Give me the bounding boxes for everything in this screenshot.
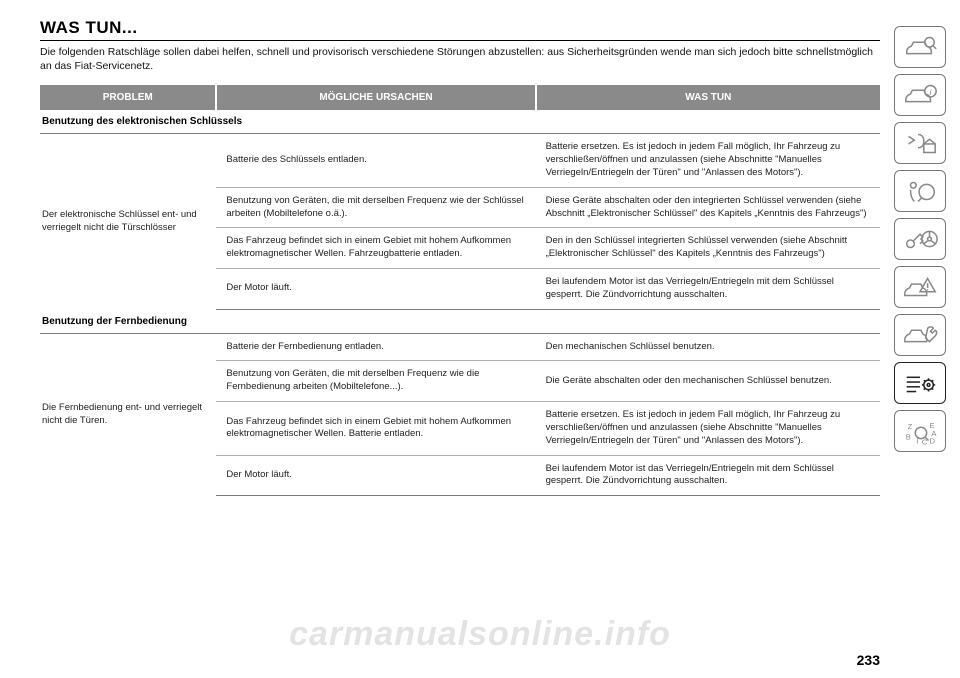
page-number: 233	[857, 652, 880, 668]
svg-text:B: B	[906, 433, 911, 442]
action-cell: Bei laufendem Motor ist das Verriegeln/E…	[536, 455, 880, 496]
warning-triangle-icon[interactable]	[894, 266, 946, 308]
problem-cell: Der elektronische Schlüssel ent- und ver…	[40, 134, 216, 309]
watermark: carmanualsonline.info	[0, 615, 960, 654]
action-cell: Batterie ersetzen. Es ist jedoch in jede…	[536, 134, 880, 187]
action-cell: Diese Geräte abschalten oder den integri…	[536, 187, 880, 228]
intro-text: Die folgenden Ratschläge sollen dabei he…	[40, 45, 880, 73]
col-problem: PROBLEM	[40, 85, 216, 110]
car-wrench-icon[interactable]	[894, 314, 946, 356]
col-action: WAS TUN	[536, 85, 880, 110]
problem-cell: Die Fernbedienung ent- und verriegelt ni…	[40, 333, 216, 496]
svg-text:i: i	[929, 87, 932, 97]
action-cell: Die Geräte abschalten oder den mechanisc…	[536, 361, 880, 402]
table-header-row: PROBLEM MÖGLICHE URSACHEN WAS TUN	[40, 85, 880, 110]
section-heading: Benutzung der Fernbedienung	[40, 309, 880, 333]
table-row: Die Fernbedienung ent- und verriegelt ni…	[40, 333, 880, 361]
key-wheel-icon[interactable]	[894, 218, 946, 260]
car-magnify-icon[interactable]	[894, 26, 946, 68]
troubleshooting-table: PROBLEM MÖGLICHE URSACHEN WAS TUN Benutz…	[40, 85, 880, 496]
car-info-icon[interactable]: i	[894, 74, 946, 116]
chapter-sidebar: i ZBEADIC	[894, 26, 946, 452]
cause-cell: Das Fahrzeug befindet sich in einem Gebi…	[216, 402, 535, 455]
svg-text:Z: Z	[908, 422, 913, 431]
cause-cell: Der Motor läuft.	[216, 455, 535, 496]
title-rule	[40, 40, 880, 41]
cause-cell: Benutzung von Geräten, die mit derselben…	[216, 187, 535, 228]
action-cell: Batterie ersetzen. Es ist jedoch in jede…	[536, 402, 880, 455]
manual-page: WAS TUN... Die folgenden Ratschläge soll…	[0, 0, 960, 514]
table-row: Der elektronische Schlüssel ent- und ver…	[40, 134, 880, 187]
svg-text:D: D	[930, 436, 936, 445]
action-cell: Bei laufendem Motor ist das Verriegeln/E…	[536, 269, 880, 310]
cause-cell: Batterie des Schlüssels entladen.	[216, 134, 535, 187]
airbag-icon[interactable]	[894, 170, 946, 212]
cause-cell: Benutzung von Geräten, die mit derselben…	[216, 361, 535, 402]
page-title: WAS TUN...	[40, 18, 880, 38]
action-cell: Den in den Schlüssel integrierten Schlüs…	[536, 228, 880, 269]
action-cell: Den mechanischen Schlüssel benutzen.	[536, 333, 880, 361]
list-gear-icon[interactable]	[894, 362, 946, 404]
lights-icon[interactable]	[894, 122, 946, 164]
cause-cell: Der Motor läuft.	[216, 269, 535, 310]
section-heading: Benutzung des elektronischen Schlüssels	[40, 110, 880, 134]
abc-dial-icon[interactable]: ZBEADIC	[894, 410, 946, 452]
cause-cell: Batterie der Fernbedienung entladen.	[216, 333, 535, 361]
cause-cell: Das Fahrzeug befindet sich in einem Gebi…	[216, 228, 535, 269]
col-cause: MÖGLICHE URSACHEN	[216, 85, 535, 110]
